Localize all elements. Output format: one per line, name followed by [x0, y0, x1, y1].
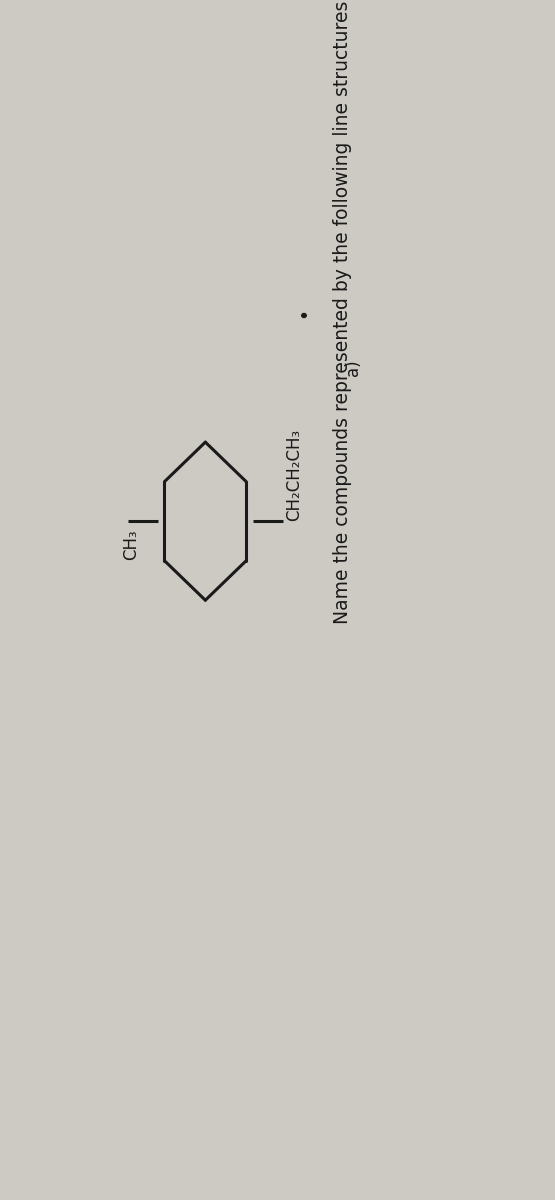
Text: CH₂CH₂CH₃: CH₂CH₂CH₃ — [285, 430, 303, 521]
Text: a): a) — [344, 360, 362, 376]
Text: Name the compounds represented by the following line structures: Name the compounds represented by the fo… — [333, 0, 352, 624]
Text: •: • — [294, 306, 313, 318]
Text: CH₃: CH₃ — [122, 529, 140, 559]
